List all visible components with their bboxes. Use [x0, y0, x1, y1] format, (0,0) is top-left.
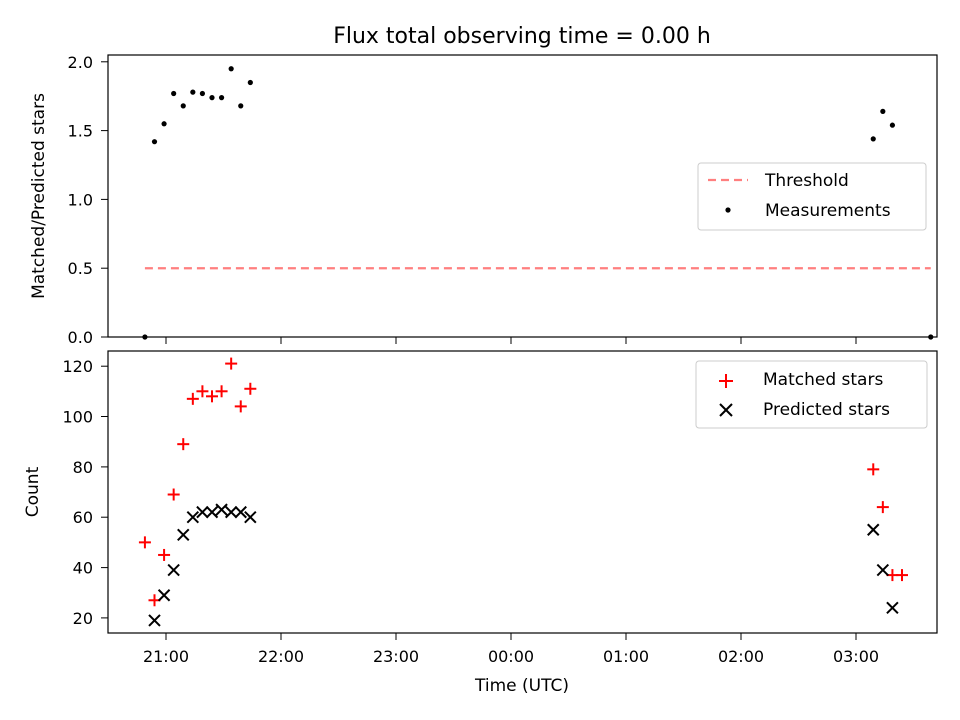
matched-stars-point	[867, 463, 880, 476]
matched-legend-label: Matched stars	[763, 370, 883, 390]
x-tick-label: 23:00	[373, 647, 419, 666]
matched-stars-point	[196, 385, 209, 398]
measurements-point	[870, 136, 876, 142]
predicted-stars-point	[186, 510, 200, 524]
predicted-stars-point	[148, 614, 161, 627]
predicted-stars-point	[886, 601, 899, 615]
measurements-point	[880, 108, 886, 114]
matched-stars-point	[215, 385, 228, 398]
measurements-point	[151, 139, 158, 145]
measurements-point	[142, 334, 148, 340]
measurements-point	[228, 66, 234, 72]
matched-stars-point	[234, 400, 247, 413]
count-y-tick-label: 40	[73, 559, 93, 578]
predicted-stars-point	[215, 503, 228, 516]
measurements-point	[190, 89, 196, 95]
measurements-point	[209, 95, 215, 101]
ratio-y-tick-label: 0.5	[68, 259, 93, 278]
matched-stars-point	[177, 438, 190, 451]
x-axis-label: Time (UTC)	[474, 676, 569, 696]
count-y-ticks: 20 40 60 80 100 120	[62, 357, 108, 628]
count-y-tick-label: 60	[73, 508, 93, 527]
measurements-point	[218, 95, 225, 101]
matched-stars-point	[138, 536, 151, 549]
measurements-legend-label: Measurements	[765, 201, 891, 221]
ratio-y-tick-label: 1.0	[68, 190, 93, 209]
ratio-y-ticks: 0.0 0.5 1.0 1.5 2.0	[68, 53, 108, 347]
ratio-y-axis-label: Matched/Predicted stars	[29, 93, 49, 299]
matched-stars-point	[225, 357, 238, 370]
measurements-point	[161, 121, 167, 127]
measurements-point	[238, 103, 244, 109]
count-panel: Count Time (UTC) 20 40 60 80 100 120 21:…	[23, 350, 938, 696]
ratio-y-tick-label: 2.0	[68, 53, 93, 72]
matched-stars-point	[206, 390, 218, 403]
count-y-tick-label: 100	[62, 408, 93, 427]
count-legend-box	[695, 360, 928, 429]
x-tick-label: 03:00	[833, 647, 879, 666]
x-tick-label: 01:00	[603, 647, 649, 666]
predicted-stars-point	[177, 528, 190, 542]
matched-stars-point	[167, 488, 180, 501]
chart-title: Flux total observing time = 0.00 h	[333, 24, 711, 49]
ratio-plot-frame	[107, 54, 938, 338]
measurements-point	[180, 103, 186, 109]
count-plot-frame	[107, 350, 938, 634]
matched-stars-point	[244, 382, 257, 395]
count-y-axis-label: Count	[23, 466, 43, 517]
x-tick-label: 02:00	[718, 647, 764, 666]
predicted-stars-point	[167, 563, 180, 577]
predicted-stars-point	[876, 563, 890, 577]
predicted-stars-point	[196, 505, 209, 519]
measurements-point	[889, 122, 896, 128]
threshold-legend-label: Threshold	[764, 171, 849, 191]
measurements-point	[247, 79, 253, 86]
matched-legend-swatch	[719, 374, 733, 388]
ratio-panel: Matched/Predicted stars 0.0 0.5 1.0 1.5 …	[29, 53, 938, 347]
ratio-x-ticks	[165, 337, 857, 344]
count-y-tick-label: 20	[73, 609, 93, 628]
matched-stars-point	[876, 501, 889, 514]
predicted-stars-point	[157, 589, 171, 602]
x-tick-label: 00:00	[488, 647, 534, 666]
predicted-stars-point	[867, 523, 880, 536]
count-x-ticks: 21:00 22:00 23:00 00:00 01:00 02:00 03:0…	[143, 633, 879, 666]
x-tick-label: 22:00	[258, 647, 304, 666]
ratio-marks	[142, 66, 934, 340]
count-y-tick-label: 80	[73, 458, 93, 477]
matched-stars-point	[158, 548, 171, 561]
ratio-y-tick-label: 0.0	[68, 328, 93, 347]
ratio-y-tick-label: 1.5	[68, 122, 93, 141]
measurements-point	[171, 90, 177, 97]
predicted-stars-point	[205, 505, 219, 519]
predicted-stars-point	[244, 510, 257, 524]
count-legend: Matched stars Predicted stars	[695, 360, 928, 429]
count-marks	[138, 357, 908, 627]
measurements-point	[928, 334, 934, 340]
measurements-legend-swatch	[725, 207, 731, 213]
predicted-legend-swatch	[719, 403, 733, 417]
matched-stars-point	[896, 569, 908, 582]
predicted-legend-label: Predicted stars	[763, 400, 890, 420]
count-y-tick-label: 120	[62, 357, 93, 376]
ratio-legend: Threshold Measurements	[697, 162, 927, 231]
measurements-point	[199, 90, 206, 97]
matched-stars-point	[186, 392, 199, 405]
ratio-legend-box	[697, 162, 927, 231]
predicted-stars-point	[224, 505, 238, 519]
x-tick-label: 21:00	[143, 647, 189, 666]
predicted-stars-point	[234, 505, 247, 519]
